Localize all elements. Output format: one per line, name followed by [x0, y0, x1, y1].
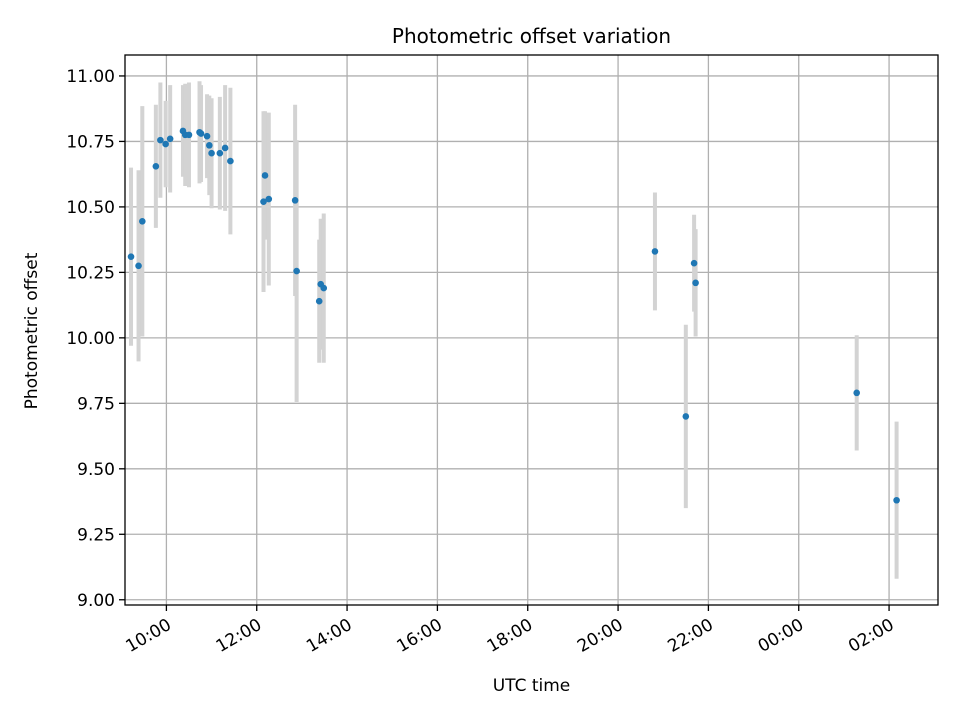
data-point	[221, 144, 229, 152]
data-point	[227, 157, 234, 165]
y-tick-label: 9.50	[77, 460, 115, 480]
data-point	[682, 413, 690, 420]
data-point	[261, 172, 269, 179]
x-axis-title: UTC time	[493, 676, 571, 696]
data-point	[853, 389, 860, 397]
data-point	[260, 198, 267, 205]
data-point	[152, 163, 160, 170]
data-point	[157, 136, 164, 144]
data-point	[216, 149, 224, 157]
data-point	[315, 297, 323, 305]
y-axis-title: Photometric offset	[22, 252, 42, 409]
data-point	[320, 284, 328, 292]
data-point	[127, 253, 135, 260]
data-point	[265, 195, 273, 203]
y-tick-label: 9.75	[77, 394, 115, 414]
data-point	[690, 259, 698, 267]
data-point	[291, 197, 299, 204]
data-point	[206, 142, 213, 149]
data-point	[692, 279, 699, 287]
y-tick-label: 10.50	[66, 198, 115, 218]
data-point	[166, 135, 174, 143]
y-tick-label: 9.00	[77, 591, 115, 611]
data-point	[197, 130, 205, 137]
y-tick-label: 11.00	[66, 67, 115, 87]
data-point	[139, 218, 146, 225]
y-tick-label: 10.75	[66, 132, 115, 152]
data-point	[162, 140, 169, 148]
y-tick-label: 9.25	[77, 525, 115, 545]
data-point	[893, 496, 900, 504]
data-point	[185, 131, 193, 139]
data-point	[651, 248, 659, 255]
data-point	[208, 149, 215, 157]
y-axis-ticks: 9.00 9.25 9.50 9.75 10.00 10.25 10.50 10.75 11.0…	[66, 67, 125, 611]
chart-title: Photometric offset variation	[392, 24, 671, 48]
data-point	[293, 267, 300, 275]
data-points	[127, 127, 900, 504]
axes-frame	[124, 54, 939, 606]
data-point	[203, 132, 211, 140]
y-tick-label: 10.00	[66, 329, 115, 349]
y-tick-label: 10.25	[66, 263, 115, 283]
data-point	[135, 262, 142, 270]
grid	[125, 55, 938, 605]
